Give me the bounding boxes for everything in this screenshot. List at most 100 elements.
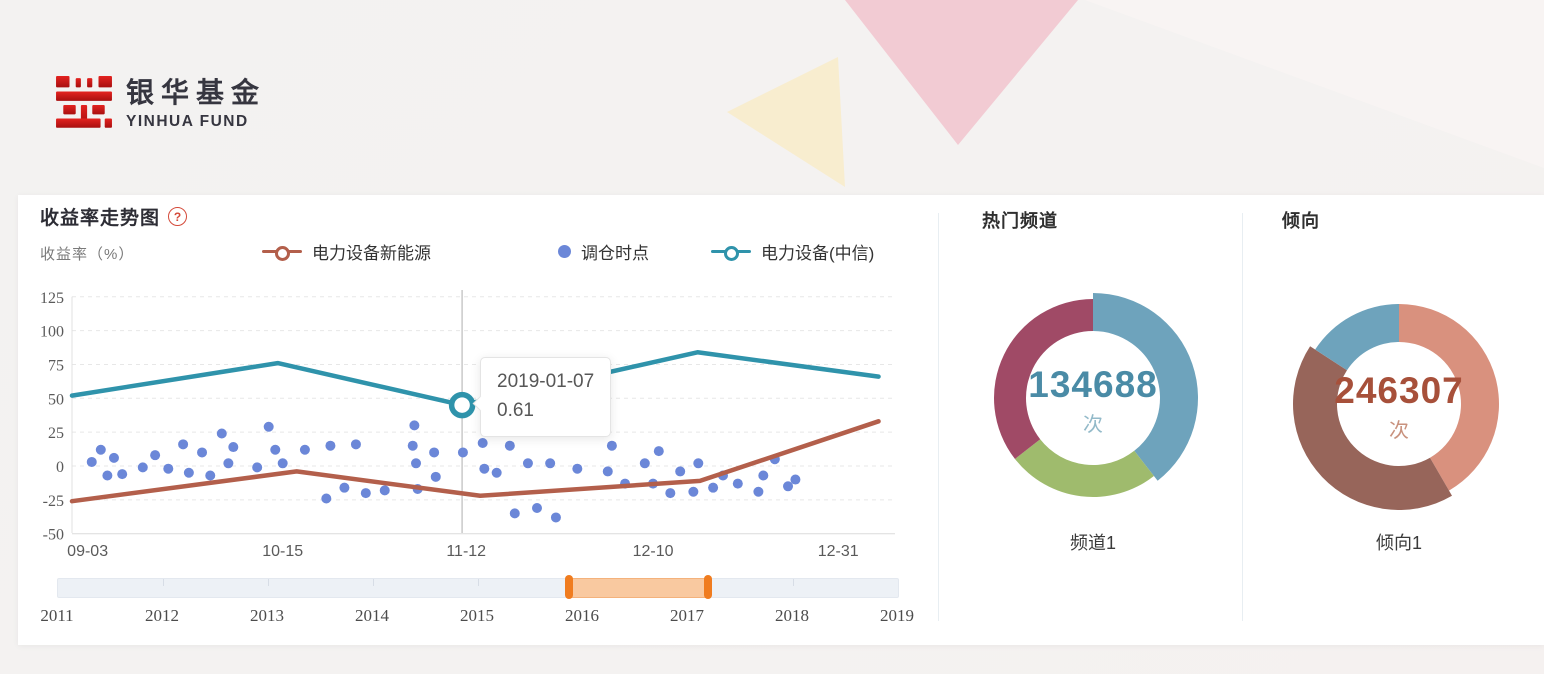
scatter-point[interactable] — [531, 502, 542, 513]
scatter-point[interactable] — [783, 481, 794, 492]
tooltip-date: 2019-01-07 — [497, 371, 595, 392]
hot-channels-header: 热门频道 — [982, 211, 1058, 231]
scatter-point[interactable] — [545, 458, 556, 469]
series-line-2[interactable] — [69, 419, 881, 504]
scatter-point[interactable] — [252, 462, 263, 473]
scatter-point[interactable] — [277, 458, 288, 469]
scatter-point[interactable] — [758, 470, 769, 481]
scatter-point[interactable] — [183, 467, 194, 478]
legend-item-3[interactable]: 电力设备(中信) — [711, 239, 874, 264]
year-label-2014: 2014 — [355, 606, 389, 625]
scatter-point[interactable] — [228, 442, 239, 453]
hot-segment-3[interactable] — [994, 299, 1093, 459]
scatter-point[interactable] — [411, 458, 422, 469]
scatter-point[interactable] — [732, 478, 743, 489]
scatter-point[interactable] — [150, 450, 161, 461]
scatter-point[interactable] — [504, 440, 515, 451]
scatter-point[interactable] — [708, 482, 719, 493]
scatter-point[interactable] — [102, 470, 113, 481]
y-axis-unit-label: 收益率（%） — [40, 246, 135, 263]
slider-handle-left[interactable] — [564, 575, 573, 599]
scatter-point[interactable] — [693, 458, 704, 469]
hot-segment-2[interactable] — [1014, 439, 1154, 497]
cream-triangle — [727, 57, 845, 187]
year-label-2018: 2018 — [775, 606, 809, 625]
hot-channels-label: 频道1 — [1069, 533, 1116, 553]
scatter-point[interactable] — [263, 421, 274, 432]
y-tick-label: 125 — [40, 290, 64, 307]
slider-selection[interactable] — [568, 578, 711, 598]
scatter-point[interactable] — [550, 512, 561, 523]
scatter-point[interactable] — [137, 462, 148, 473]
scatter-point[interactable] — [522, 458, 533, 469]
scatter-point[interactable] — [675, 466, 686, 477]
yinhua-seal-icon — [56, 76, 112, 128]
hot-segment-1[interactable] — [1093, 293, 1198, 481]
y-tick-label: 0 — [56, 459, 64, 476]
scatter-point[interactable] — [205, 470, 216, 481]
y-tick-label: -50 — [43, 527, 64, 544]
slider-tick — [478, 579, 479, 586]
scatter-point[interactable] — [457, 447, 468, 458]
scatter-point[interactable] — [602, 466, 613, 477]
scatter-point[interactable] — [299, 444, 310, 455]
scatter-point[interactable] — [479, 463, 490, 474]
x-tick-label: 11-12 — [446, 543, 486, 560]
scatter-point[interactable] — [477, 437, 488, 448]
scatter-point[interactable] — [379, 485, 390, 496]
highlight-marker[interactable] — [448, 391, 476, 419]
scatter-point[interactable] — [639, 458, 650, 469]
scatter-point[interactable] — [407, 440, 418, 451]
tendency-header: 倾向 — [1282, 211, 1320, 231]
scatter-point[interactable] — [360, 488, 371, 499]
year-label-2012: 2012 — [145, 606, 179, 625]
legend-label: 调仓时点 — [581, 244, 649, 263]
brand-name-cn: 银华基金 — [126, 77, 267, 108]
brand-logo: 银华基金 YINHUA FUND — [55, 76, 266, 134]
panel-divider-1 — [938, 213, 939, 621]
scatter-point[interactable] — [491, 467, 502, 478]
scatter-point[interactable] — [325, 440, 336, 451]
scatter-point[interactable] — [117, 469, 128, 480]
scatter-point[interactable] — [430, 471, 441, 482]
scatter-point[interactable] — [86, 456, 97, 467]
hot-channels-donut[interactable] — [977, 282, 1209, 514]
scatter-point[interactable] — [223, 458, 234, 469]
scatter-point[interactable] — [509, 508, 520, 519]
help-icon[interactable]: ? — [168, 207, 188, 226]
chart-panel-title-row: 收益率走势图 ? — [40, 203, 188, 230]
scatter-point[interactable] — [429, 447, 440, 458]
scatter-point[interactable] — [163, 463, 174, 474]
scatter-point[interactable] — [606, 440, 617, 451]
scatter-point[interactable] — [95, 444, 106, 455]
scatter-point[interactable] — [350, 439, 361, 450]
x-tick-label: 10-15 — [262, 543, 303, 560]
y-tick-label: 50 — [48, 391, 64, 408]
scatter-point[interactable] — [339, 482, 350, 493]
scatter-point[interactable] — [753, 486, 764, 497]
scatter-point[interactable] — [572, 463, 583, 474]
scatter-point[interactable] — [270, 444, 281, 455]
tendency-segment-3[interactable] — [1315, 304, 1399, 371]
legend-label: 电力设备(中信) — [761, 244, 875, 263]
series-line-1[interactable] — [69, 350, 881, 408]
slider-handle-right[interactable] — [704, 575, 713, 599]
scatter-point[interactable] — [409, 420, 420, 431]
legend-item-2[interactable]: 调仓时点 — [558, 239, 649, 264]
legend-item-1[interactable]: 电力设备新能源 — [262, 239, 431, 264]
scatter-point[interactable] — [688, 486, 699, 497]
tendency-donut[interactable] — [1283, 288, 1515, 520]
tendency-segment-2[interactable] — [1293, 346, 1452, 510]
scatter-point[interactable] — [178, 439, 189, 450]
tendency-segment-1[interactable] — [1399, 304, 1499, 491]
scatter-point[interactable] — [197, 447, 208, 458]
scatter-point[interactable] — [108, 452, 119, 463]
scatter-point[interactable] — [321, 493, 332, 504]
scatter-point[interactable] — [216, 428, 227, 439]
scatter-point[interactable] — [665, 488, 676, 499]
scatter-point[interactable] — [790, 474, 801, 485]
y-tick-label: 100 — [40, 324, 64, 341]
year-range-slider[interactable] — [57, 575, 899, 599]
scatter-point[interactable] — [653, 446, 664, 457]
